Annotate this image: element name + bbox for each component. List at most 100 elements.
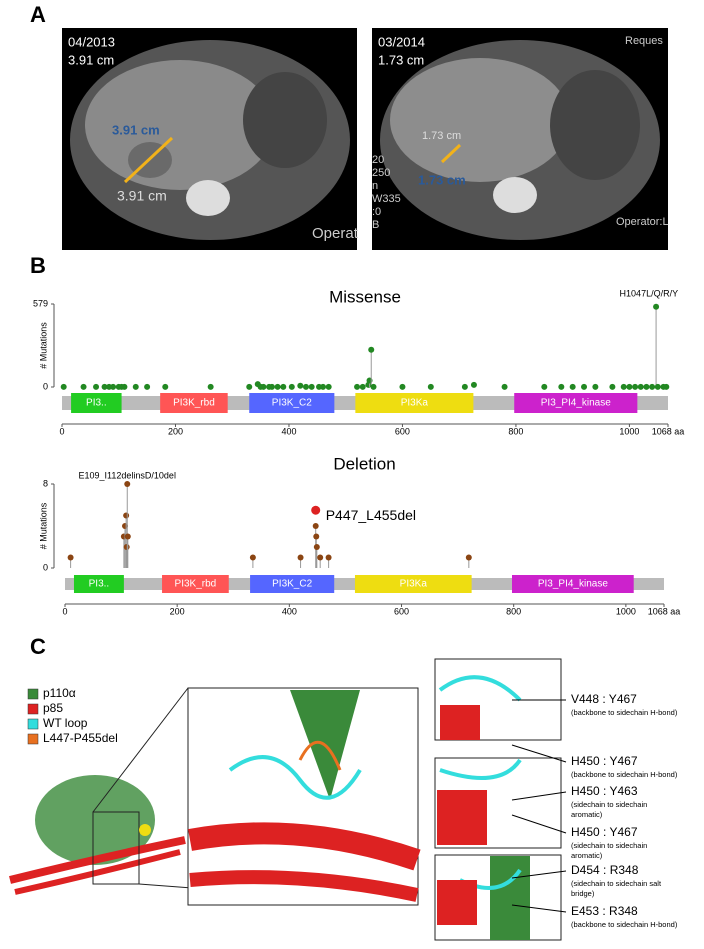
lollipop-head <box>249 554 256 561</box>
lollipop-head <box>268 383 275 390</box>
lollipop-head <box>569 383 576 390</box>
x-tick-label: 600 <box>394 606 409 616</box>
domain <box>249 393 335 413</box>
x-tick-label: 800 <box>508 426 523 436</box>
y-tick-label: 0 <box>43 381 48 391</box>
interaction-pair: H450 : Y467 <box>571 825 638 839</box>
legend-label: p85 <box>43 701 63 715</box>
interaction-note: aromatic) <box>571 851 603 860</box>
x-tick-label: 400 <box>282 606 297 616</box>
y-axis-label: # Mutations <box>38 502 48 549</box>
interaction-note: (sidechain to sidechain <box>571 800 647 809</box>
domain <box>71 393 122 413</box>
x-tick-label: 1068 aa <box>652 426 685 436</box>
lollipop-head <box>297 382 304 389</box>
domain <box>354 575 472 593</box>
x-tick-label: 0 <box>59 426 64 436</box>
lollipop-head <box>501 383 508 390</box>
highlight-head <box>311 505 321 515</box>
callout-line <box>511 814 567 834</box>
lollipop-head <box>308 383 315 390</box>
chart-title: Missense <box>329 287 401 306</box>
overlay-text: Operator:L <box>616 216 669 228</box>
lollipop-head <box>288 383 295 390</box>
callout-line <box>511 870 567 879</box>
interaction-note: (backbone to sidechain H-bond) <box>571 770 678 779</box>
overlay-text: 250 <box>372 167 390 179</box>
lollipop-head <box>260 383 267 390</box>
lollipop-head <box>313 544 320 550</box>
legend-label: p110α <box>43 686 76 700</box>
interaction-note: (sidechain to sidechain <box>571 841 647 850</box>
lollipop-head <box>123 512 130 519</box>
lollipop-head <box>124 481 131 487</box>
lollipop-head <box>144 383 151 390</box>
lollipop-head <box>325 554 332 561</box>
lollipop-head <box>280 383 287 390</box>
interaction-note: (backbone to sidechain H-bond) <box>571 708 678 717</box>
lollipop-head <box>320 383 327 390</box>
lollipop-head <box>121 383 128 390</box>
measure-label: 1.73 cm <box>418 172 466 187</box>
lollipop-head <box>312 523 319 529</box>
x-tick-label: 0 <box>62 606 67 616</box>
legend-swatch <box>27 688 39 700</box>
legend-swatch <box>27 703 39 715</box>
x-tick-label: 1000 <box>619 426 639 436</box>
panel-label: A <box>30 2 46 27</box>
domain-label: PI3K_rbd <box>175 579 217 590</box>
lollipop-head <box>110 383 117 390</box>
lollipop-head <box>649 383 656 390</box>
lollipop-head <box>302 383 309 390</box>
x-tick-label: 1000 <box>616 606 636 616</box>
lollipop-head <box>632 383 639 390</box>
lollipop-head <box>80 383 87 390</box>
scan-size: 1.73 cm <box>378 52 424 67</box>
protein-structure <box>9 687 419 906</box>
lollipop-head <box>317 554 324 561</box>
domain-label: PI3_PI4_kinase <box>541 398 611 409</box>
lollipop-head <box>643 383 650 390</box>
interaction-note: (backbone to sidechain H-bond) <box>571 920 678 929</box>
legend-label: WT loop <box>43 716 88 730</box>
lollipop-head <box>541 383 548 390</box>
x-tick-label: 200 <box>170 606 185 616</box>
interaction-note: bridge) <box>571 889 595 898</box>
callout-line <box>511 791 567 801</box>
domain <box>514 393 638 413</box>
zoom-structure <box>187 687 421 906</box>
x-tick-label: 400 <box>281 426 296 436</box>
legend-swatch <box>27 733 39 745</box>
scan-date: 03/2014 <box>378 34 425 49</box>
lollipop-head <box>313 533 320 540</box>
y-axis-label: # Mutations <box>38 322 48 369</box>
domain <box>512 575 634 593</box>
domain <box>73 575 124 593</box>
scan-date: 04/2013 <box>68 34 115 49</box>
domain-label: PI3_PI4_kinase <box>538 579 608 590</box>
x-tick-label: 1068 aa <box>648 606 681 616</box>
legend-swatch <box>27 718 39 730</box>
legend-label: L447-P455del <box>43 731 118 745</box>
lollipop-head <box>558 383 565 390</box>
overlay-text: B <box>372 219 379 231</box>
lollipop-head <box>123 544 130 550</box>
domain-label: PI3Ka <box>401 398 429 409</box>
lollipop-head <box>663 383 670 390</box>
lollipop-head <box>359 383 366 390</box>
panel-label: B <box>30 253 46 278</box>
lollipop-head <box>470 381 477 388</box>
lollipop-head <box>626 383 633 390</box>
overlay-text: Operat <box>312 225 359 242</box>
domain <box>355 393 474 413</box>
lollipop-head <box>654 383 661 390</box>
lollipop-head <box>60 383 67 390</box>
callout-line <box>511 744 567 763</box>
lollipop-head <box>637 383 644 390</box>
lollipop-head <box>162 383 169 390</box>
lollipop-head <box>581 383 588 390</box>
domain <box>162 575 229 593</box>
ct-scan <box>372 28 668 250</box>
measure-label: 1.73 cm <box>422 130 461 142</box>
